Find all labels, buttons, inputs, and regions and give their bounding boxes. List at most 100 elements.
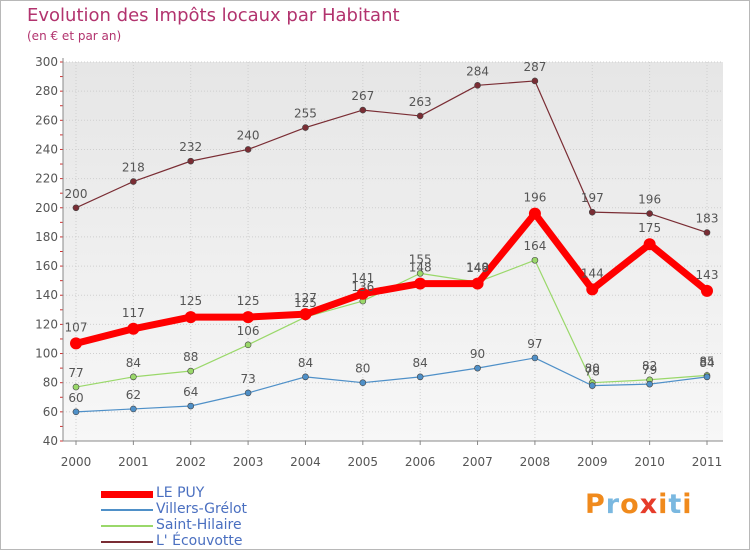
y-tick-label: 200 [35, 201, 58, 215]
data-label-villers-grelot: 78 [585, 365, 600, 379]
data-label-l-ecouvotte: 218 [122, 161, 145, 175]
data-point-l-ecouvotte [646, 210, 653, 217]
data-point-le-puy [586, 283, 599, 296]
data-point-saint-hilaire [244, 341, 252, 349]
x-tick-label: 2011 [692, 455, 723, 469]
x-tick-label: 2005 [348, 455, 379, 469]
data-point-le-puy [356, 287, 369, 300]
data-point-saint-hilaire [187, 367, 195, 375]
series-line-l-ecouvotte [75, 80, 708, 234]
x-tick-label: 2001 [118, 455, 149, 469]
y-tick-label: 140 [35, 288, 58, 302]
legend-swatch-le-puy [101, 491, 153, 498]
data-point-le-puy [414, 277, 427, 290]
y-tick-label: 300 [35, 55, 58, 69]
series-line-le-puy [72, 210, 711, 347]
data-point-le-puy [528, 207, 541, 220]
data-point-villers-grelot [416, 373, 424, 381]
data-point-saint-hilaire [130, 373, 137, 381]
data-label-saint-hilaire: 106 [237, 324, 260, 338]
data-label-le-puy: 143 [696, 268, 719, 282]
legend-label-le-puy: LE PUY [156, 485, 205, 501]
data-label-villers-grelot: 84 [699, 356, 714, 370]
logo-letter: P [585, 489, 606, 520]
data-label-villers-grelot: 84 [298, 356, 313, 370]
logo-letter: x [639, 489, 659, 520]
x-tick-label: 2009 [577, 455, 608, 469]
data-label-l-ecouvotte: 196 [638, 193, 661, 207]
series-line-villers-grelot [75, 357, 708, 413]
data-point-saint-hilaire [72, 383, 80, 391]
y-tick-label: 280 [35, 84, 58, 98]
legend-swatch-saint-hilaire [101, 525, 153, 527]
x-tick-label: 2008 [520, 455, 551, 469]
y-tick-label: 60 [43, 405, 58, 419]
data-label-villers-grelot: 79 [642, 363, 657, 377]
data-label-l-ecouvotte: 284 [466, 64, 489, 78]
data-label-saint-hilaire: 82 [642, 359, 657, 373]
legend-swatch-villers-grelot [101, 509, 153, 511]
data-label-le-puy: 196 [523, 191, 546, 205]
data-point-villers-grelot [588, 382, 596, 389]
data-point-l-ecouvotte [703, 229, 711, 236]
data-label-le-puy: 117 [122, 306, 145, 320]
data-point-villers-grelot [531, 354, 539, 362]
data-point-villers-grelot [72, 408, 80, 416]
data-point-le-puy [701, 284, 713, 297]
data-label-l-ecouvotte: 255 [294, 107, 317, 121]
data-point-l-ecouvotte [302, 124, 309, 131]
data-label-saint-hilaire: 85 [699, 354, 714, 368]
data-label-saint-hilaire: 164 [523, 239, 546, 253]
data-label-l-ecouvotte: 183 [696, 212, 719, 226]
data-point-villers-grelot [302, 373, 309, 381]
proxiti-logo: Proxiti [585, 489, 693, 520]
data-label-l-ecouvotte: 197 [581, 191, 604, 205]
data-label-l-ecouvotte: 200 [65, 187, 88, 201]
data-point-villers-grelot [359, 379, 367, 386]
x-tick-label: 2007 [462, 455, 493, 469]
x-tick-label: 2003 [233, 455, 264, 469]
x-tick-label: 2000 [61, 455, 92, 469]
data-point-villers-grelot [244, 389, 252, 397]
x-tick-label: 2006 [405, 455, 436, 469]
data-label-villers-grelot: 97 [527, 337, 542, 351]
data-label-villers-grelot: 73 [240, 372, 255, 386]
logo-letter: i [682, 489, 693, 520]
data-label-villers-grelot: 62 [126, 388, 141, 402]
y-tick-label: 260 [35, 113, 58, 127]
data-label-le-puy: 125 [179, 294, 202, 308]
y-tick-label: 180 [35, 230, 58, 244]
data-point-l-ecouvotte [187, 157, 195, 165]
logo-letter: o [620, 489, 640, 520]
data-label-le-puy: 175 [638, 221, 661, 235]
data-point-l-ecouvotte [72, 204, 80, 212]
data-label-l-ecouvotte: 267 [351, 89, 374, 103]
data-label-saint-hilaire: 77 [68, 366, 83, 380]
data-point-le-puy [184, 311, 197, 324]
data-point-l-ecouvotte [531, 77, 539, 85]
data-label-le-puy: 148 [466, 261, 489, 275]
y-tick-label: 220 [35, 172, 58, 186]
data-point-l-ecouvotte [359, 106, 367, 114]
data-label-saint-hilaire: 125 [294, 296, 317, 310]
data-point-villers-grelot [130, 405, 137, 413]
data-point-l-ecouvotte [244, 146, 252, 153]
data-point-villers-grelot [474, 364, 481, 372]
data-label-villers-grelot: 60 [68, 391, 83, 405]
y-tick-label: 160 [35, 259, 58, 273]
data-label-villers-grelot: 64 [183, 385, 198, 399]
x-tick-label: 2010 [634, 455, 665, 469]
data-label-le-puy: 127 [294, 291, 317, 305]
data-point-saint-hilaire [531, 256, 539, 264]
legend-label-villers-grelot: Villers-Grélot [156, 501, 248, 517]
data-point-villers-grelot [703, 373, 711, 381]
legend-label-l-ecouvotte: L' Écouvotte [156, 533, 243, 549]
data-point-saint-hilaire [416, 270, 424, 277]
logo-letter: r [605, 489, 621, 520]
data-point-l-ecouvotte [130, 178, 137, 185]
chart-subtitle: (en € et par an) [27, 29, 122, 43]
y-tick-label: 40 [43, 434, 58, 448]
data-point-villers-grelot [646, 380, 653, 388]
data-label-le-puy: 148 [409, 261, 432, 275]
data-point-le-puy [643, 238, 656, 251]
